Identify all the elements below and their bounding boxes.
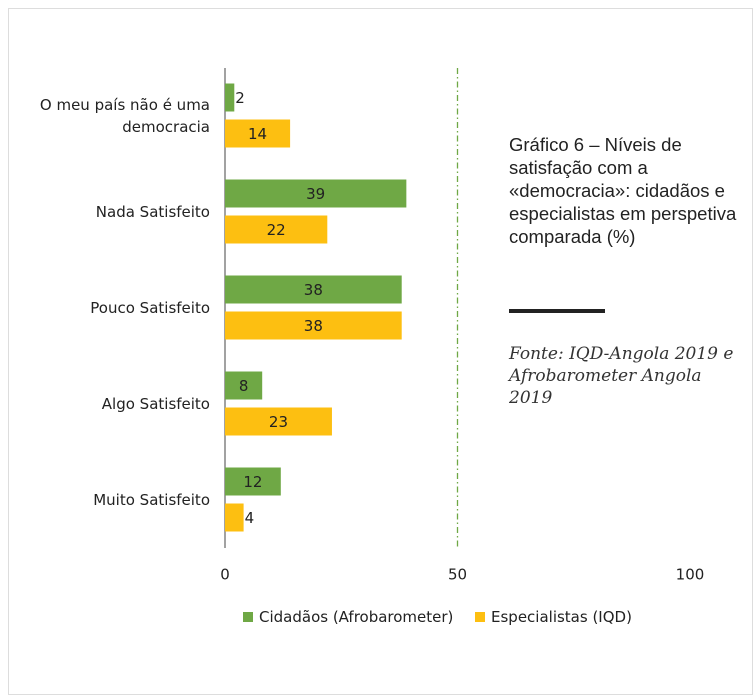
bar [225, 407, 332, 436]
legend-swatch [475, 612, 485, 622]
x-tick-label: 100 [676, 566, 705, 584]
bar [225, 215, 328, 244]
data-label: 2 [235, 89, 245, 107]
data-label: 39 [306, 185, 325, 203]
bar [225, 503, 244, 532]
bar [225, 83, 235, 112]
title-rule [509, 309, 605, 313]
chart-title: Gráfico 6 – Níveis de satisfação com a «… [509, 134, 737, 247]
data-label: 23 [269, 413, 288, 431]
category-label: Nada Satisfeito [95, 202, 210, 221]
legend-label: Especialistas (IQD) [491, 608, 632, 626]
bar [225, 275, 402, 304]
legend-item: Especialistas (IQD) [475, 608, 632, 626]
source-note: Fonte: IQD-Angola 2019 e Afrobarometer A… [509, 344, 734, 408]
category-label: Pouco Satisfeito [90, 298, 210, 317]
category-label: Algo Satisfeito [101, 394, 210, 413]
data-label: 12 [243, 473, 262, 491]
data-label: 14 [248, 125, 267, 143]
bar [225, 467, 281, 496]
data-label: 22 [267, 221, 286, 239]
data-label: 8 [239, 377, 249, 395]
bar [225, 119, 291, 148]
legend-label: Cidadãos (Afrobarometer) [259, 608, 454, 626]
data-label: 38 [304, 281, 323, 299]
legend-item: Cidadãos (Afrobarometer) [243, 608, 453, 626]
data-label: 4 [245, 509, 255, 527]
x-tick-label: 50 [448, 566, 467, 584]
bar [225, 311, 402, 340]
data-label: 38 [304, 317, 323, 335]
bar [225, 371, 263, 400]
legend-swatch [243, 612, 253, 622]
category-label: Muito Satisfeito [93, 490, 210, 509]
x-tick-label: 0 [220, 566, 230, 584]
bar [225, 179, 407, 208]
category-label: O meu país não é uma democracia [39, 95, 210, 136]
